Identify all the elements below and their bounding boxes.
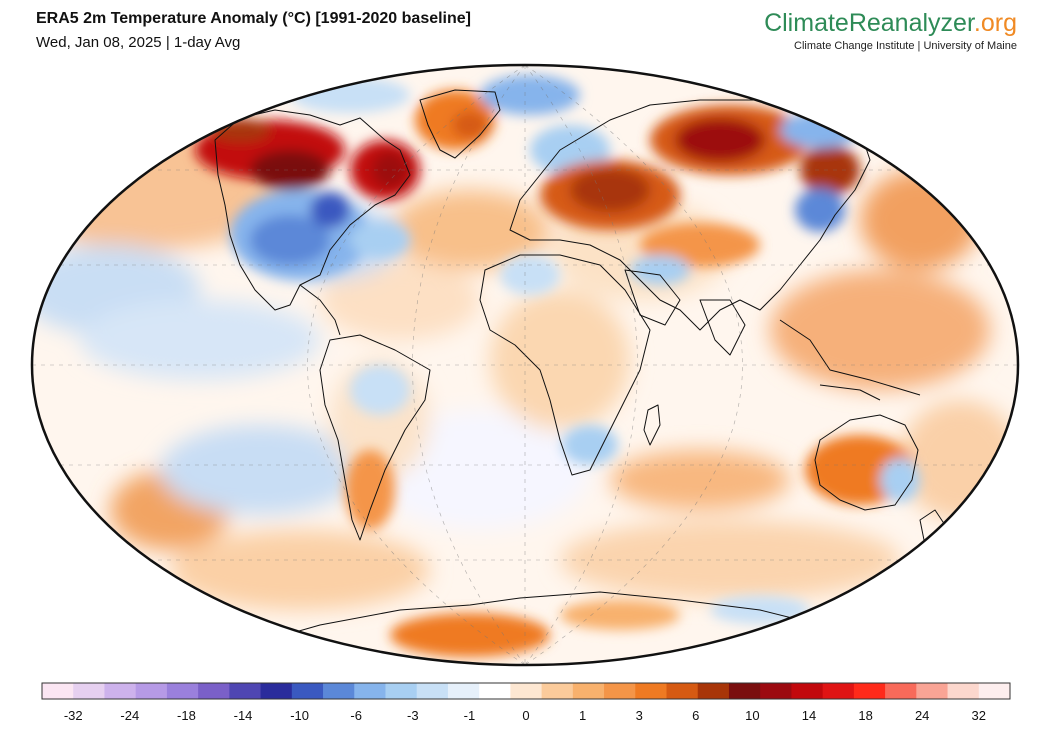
graticule: [32, 65, 1018, 665]
colorbar-swatch: [728, 683, 761, 699]
colorbar-tick-label: 1: [579, 708, 586, 723]
brand-logo[interactable]: ClimateReanalyzer.org: [764, 8, 1017, 38]
brand-tld: .org: [973, 9, 1017, 37]
colorbar-swatch: [479, 683, 511, 699]
colorbar-tick-label: -14: [234, 708, 253, 723]
colorbar-swatch: [853, 683, 886, 699]
world-anomaly-map: [30, 63, 1020, 667]
colorbar-swatch: [447, 683, 480, 699]
colorbar-tick-label: -10: [290, 708, 309, 723]
colorbar-swatch: [791, 683, 824, 699]
colorbar-tick-label: -24: [120, 708, 139, 723]
colorbar-swatch: [822, 683, 855, 699]
colorbar-swatch: [604, 683, 636, 699]
colorbar-tick-label: -32: [64, 708, 83, 723]
colorbar-swatch: [510, 683, 543, 699]
colorbar-tick-label: -1: [464, 708, 476, 723]
colorbar-tick-label: -18: [177, 708, 196, 723]
colorbar-swatch: [198, 683, 230, 699]
colorbar-swatch: [166, 683, 199, 699]
colorbar-frame: [41, 682, 1011, 700]
colorbar-swatch: [666, 683, 699, 699]
colorbar-tick-label: -3: [407, 708, 419, 723]
colorbar-tick-label: 10: [745, 708, 759, 723]
colorbar-swatch: [916, 683, 949, 699]
colorbar-tick-label: 24: [915, 708, 929, 723]
colorbar-swatch: [885, 683, 917, 699]
colorbar-labels: -32 -24 -18 -14 -10 -6 -3 -1 0 1 3 6 10 14 18 24 32: [64, 708, 986, 723]
colorbar-swatch: [416, 683, 449, 699]
colorbar-swatch: [291, 683, 324, 699]
colorbar-swatch: [135, 683, 168, 699]
colorbar-swatch: [572, 683, 605, 699]
coastlines: [214, 89, 946, 646]
brand-affiliation: Climate Change Institute | University of…: [794, 40, 1017, 52]
colorbar-swatch: [260, 683, 293, 699]
map-title: ERA5 2m Temperature Anomaly (°C) [1991-2…: [36, 10, 471, 27]
colorbar-tick-label: 6: [692, 708, 699, 723]
colorbar-swatch: [947, 683, 980, 699]
colorbar-tick-label: 32: [972, 708, 986, 723]
colorbar-swatch: [73, 683, 106, 699]
colorbar-swatch: [42, 683, 74, 699]
colorbar-swatch: [229, 683, 262, 699]
colorbar-swatch: [697, 683, 730, 699]
brand-name: ClimateReanalyzer: [764, 9, 974, 37]
globe-outline: [30, 63, 1020, 667]
colorbar-swatch: [978, 683, 1011, 699]
colorbar-tick-label: 18: [858, 708, 872, 723]
colorbar-swatch: [541, 683, 574, 699]
colorbar-swatch: [385, 683, 418, 699]
colorbar-tick-label: 14: [802, 708, 816, 723]
colorbar-swatches: [42, 683, 1011, 699]
colorbar-tick-label: -6: [350, 708, 362, 723]
anomaly-field: [32, 65, 1018, 665]
colorbar-swatch: [635, 683, 668, 699]
colorbar-swatch: [104, 683, 137, 699]
brand-block: ClimateReanalyzer.org Climate Change Ins…: [764, 8, 1017, 52]
colorbar-swatch: [354, 683, 387, 699]
colorbar-tick-label: 3: [636, 708, 643, 723]
map-subtitle: Wed, Jan 08, 2025 | 1-day Avg: [36, 34, 241, 51]
colorbar-tick-label: 0: [522, 708, 529, 723]
colorbar-swatch: [323, 683, 355, 699]
colorbar-swatch: [760, 683, 793, 699]
